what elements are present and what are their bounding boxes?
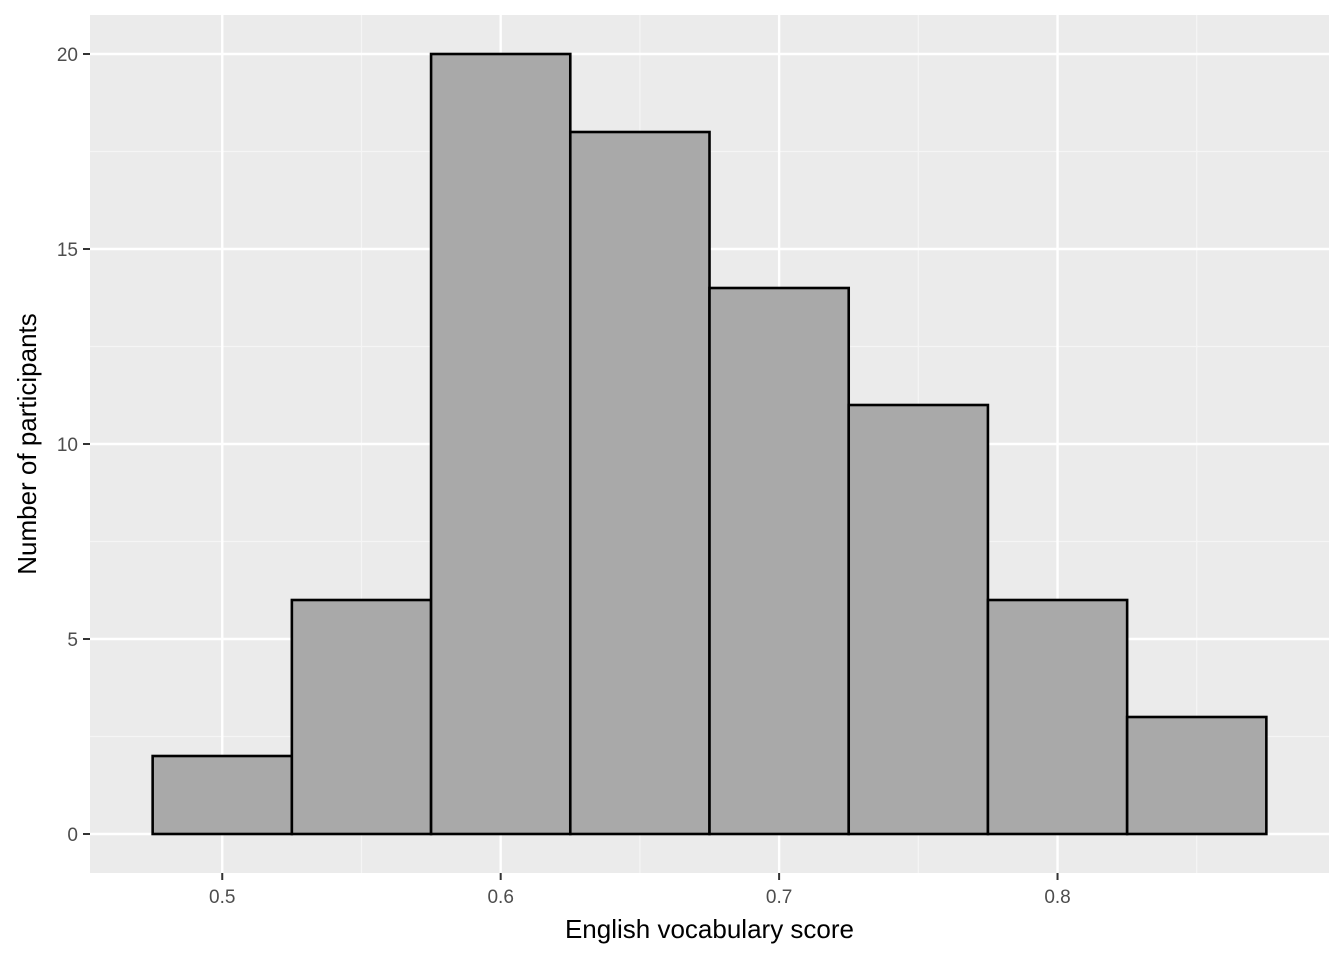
histogram-bar-6 xyxy=(847,403,990,836)
y-tick-label: 10 xyxy=(57,435,78,456)
x-tick-label: 0.6 xyxy=(487,887,513,908)
histogram-bar-8 xyxy=(1125,715,1268,836)
y-tick-label: 5 xyxy=(67,630,78,651)
histogram-bar-1 xyxy=(151,754,294,836)
x-tick-label: 0.7 xyxy=(766,887,792,908)
y-tick-label: 15 xyxy=(57,240,78,261)
histogram-bar-5 xyxy=(708,286,851,836)
histogram-bar-2 xyxy=(290,598,433,836)
histogram-bars xyxy=(151,52,1268,836)
histogram-bar-3 xyxy=(429,52,572,836)
x-tick-label: 0.8 xyxy=(1044,887,1070,908)
y-tick-label: 0 xyxy=(67,825,78,846)
y-axis: 0 5 10 15 20 xyxy=(57,45,90,846)
x-axis: 0.5 0.6 0.7 0.8 xyxy=(209,873,1071,908)
y-axis-title: Number of participants xyxy=(12,313,42,575)
x-tick-label: 0.5 xyxy=(209,887,235,908)
x-axis-title: English vocabulary score xyxy=(565,914,854,944)
histogram-bar-4 xyxy=(568,130,711,836)
histogram-bar-7 xyxy=(986,598,1129,836)
y-tick-label: 20 xyxy=(57,45,78,66)
